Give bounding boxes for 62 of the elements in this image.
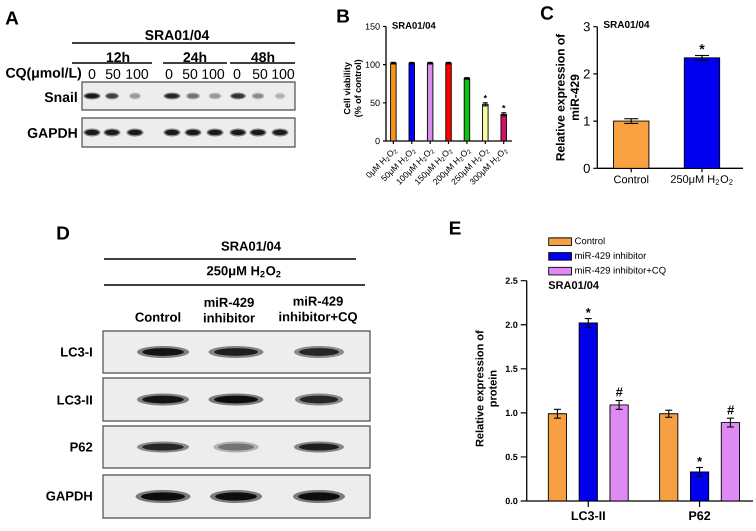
chart-title: SRA01/04 — [604, 20, 650, 28]
legend-label: miR-429 inhibitor — [575, 252, 646, 259]
annotation: * — [697, 456, 702, 462]
y-tick-label: 1 — [584, 116, 590, 126]
annotation: * — [484, 95, 488, 98]
text: miR-429 inhibitor+CQ — [279, 296, 358, 324]
text: miR-429 inhibitor — [204, 297, 255, 323]
text: Control — [135, 312, 180, 322]
legend-label: Control — [575, 237, 605, 244]
text: SRA01/04 — [221, 241, 281, 251]
text: D — [57, 226, 70, 240]
text: 50 — [182, 69, 198, 79]
y-axis-title: Relative expression of miR-429 — [556, 34, 580, 160]
text: 50 — [106, 69, 120, 79]
text: GAPDH — [28, 128, 77, 138]
x-tick-label: 250μM H$_{2}$O$_{2}$ — [670, 175, 733, 186]
chart-title: SRA01/04 — [392, 22, 436, 29]
text: 48h — [251, 52, 274, 62]
text: Snail — [44, 92, 77, 102]
y-tick-label: 0 — [375, 138, 380, 144]
text: C — [540, 6, 554, 20]
y-tick-label: 0.0 — [506, 498, 518, 504]
text: 100 — [272, 69, 294, 79]
y-tick-label: 0.5 — [506, 454, 518, 460]
y-tick-label: 2 — [584, 69, 590, 78]
y-axis-title: Relative expression of protein — [475, 330, 499, 446]
annotation: * — [586, 308, 591, 313]
text: B — [337, 9, 350, 23]
x-tick-label: Control — [614, 175, 648, 184]
text: LC3-I — [61, 347, 92, 357]
text: 250μM H$_{2}$O$_{2}$ — [206, 266, 281, 278]
y-tick-label: 50 — [370, 100, 380, 106]
y-axis-title: Cell viability (% of control) — [344, 60, 363, 117]
annotation: * — [502, 104, 506, 108]
text: E — [450, 221, 461, 235]
text: GAPDH — [46, 491, 92, 501]
text: 0 — [166, 69, 172, 79]
annotation: * — [699, 44, 705, 50]
text: 0 — [88, 69, 96, 79]
text: 24h — [183, 52, 206, 62]
legend-label: miR-429 inhibitor+CQ — [575, 266, 666, 276]
y-tick-label: 1.0 — [506, 410, 518, 416]
text: LC3-II — [58, 395, 92, 405]
text: 12h — [106, 52, 130, 62]
chart-title: SRA01/04 — [548, 280, 599, 290]
y-tick-label: 3 — [584, 22, 590, 32]
text: 0 — [234, 69, 240, 79]
text: A — [6, 11, 18, 25]
y-tick-label: 0 — [584, 164, 590, 173]
y-tick-label: 2.5 — [506, 278, 518, 284]
y-tick-label: 2.0 — [506, 322, 518, 328]
text: 100 — [126, 69, 148, 79]
annotation: # — [616, 388, 623, 396]
y-tick-label: 100 — [366, 61, 380, 68]
y-tick-label: 1.5 — [506, 366, 518, 372]
text: 50 — [252, 69, 268, 79]
text: P62 — [70, 442, 92, 452]
annotation: # — [727, 406, 734, 414]
text: 100 — [202, 69, 224, 79]
y-tick-label: 150 — [366, 23, 380, 30]
text: SRA01/04 — [145, 30, 210, 40]
text: CQ(μmol/L) — [6, 67, 82, 81]
